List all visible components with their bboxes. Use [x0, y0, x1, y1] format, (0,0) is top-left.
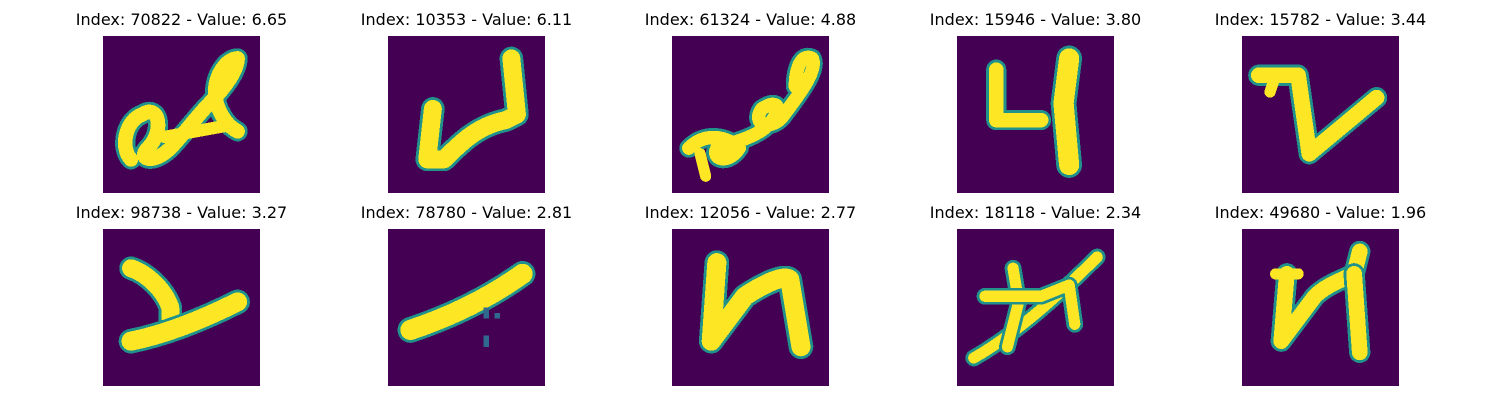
panel-title: Index: 98738 - Value: 3.27	[75, 203, 288, 222]
panel-title: Index: 61324 - Value: 4.88	[644, 10, 857, 29]
panel-title: Index: 15782 - Value: 3.44	[1214, 10, 1427, 29]
panel-image	[957, 229, 1114, 386]
panel-image	[388, 229, 545, 386]
panel-image	[103, 36, 260, 193]
panel: Index: 15946 - Value: 3.80	[930, 10, 1141, 193]
panel: Index: 49680 - Value: 1.96	[1215, 203, 1426, 386]
panel-title: Index: 70822 - Value: 6.65	[75, 10, 288, 29]
panel-image	[388, 36, 545, 193]
panel: Index: 78780 - Value: 2.81	[361, 203, 572, 386]
panel-image	[672, 229, 829, 386]
panel-image	[672, 36, 829, 193]
panel: Index: 12056 - Value: 2.77	[645, 203, 856, 386]
panel-title: Index: 49680 - Value: 1.96	[1214, 203, 1427, 222]
panel-title: Index: 78780 - Value: 2.81	[360, 203, 573, 222]
panel-image	[103, 229, 260, 386]
panel: Index: 98738 - Value: 3.27	[76, 203, 287, 386]
panel-title: Index: 18118 - Value: 2.34	[929, 203, 1142, 222]
panel: Index: 18118 - Value: 2.34	[930, 203, 1141, 386]
panel: Index: 10353 - Value: 6.11	[361, 10, 572, 193]
panel-image	[1242, 229, 1399, 386]
panel: Index: 61324 - Value: 4.88	[645, 10, 856, 193]
panel: Index: 70822 - Value: 6.65	[76, 10, 287, 193]
panel-title: Index: 10353 - Value: 6.11	[360, 10, 573, 29]
panel: Index: 15782 - Value: 3.44	[1215, 10, 1426, 193]
panel-title: Index: 15946 - Value: 3.80	[929, 10, 1142, 29]
panel-title: Index: 12056 - Value: 2.77	[644, 203, 857, 222]
panel-image	[1242, 36, 1399, 193]
panel-image	[957, 36, 1114, 193]
